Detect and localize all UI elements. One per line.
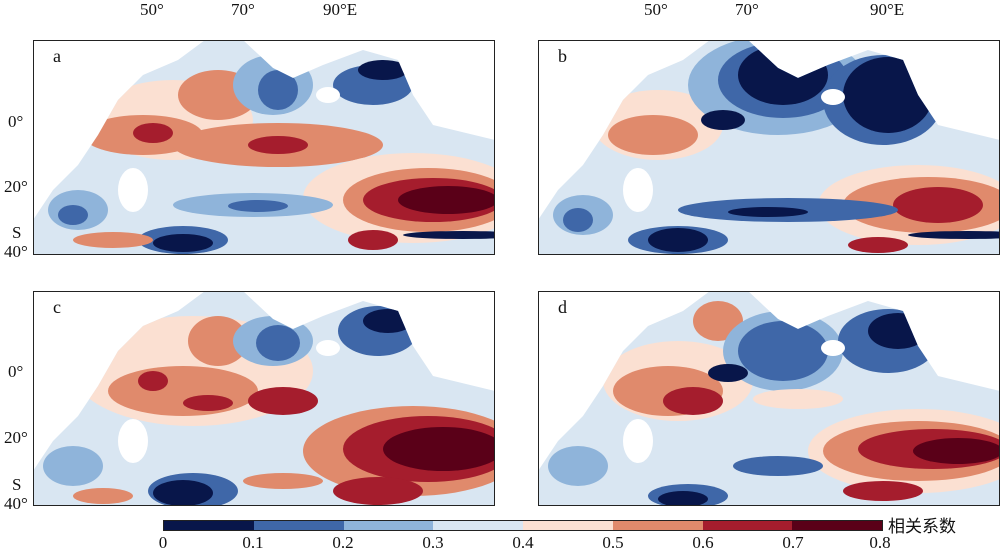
colorbar-tick-6: 0.6 [692,533,714,552]
colorbar-tick-0: 0 [158,533,168,552]
colorbar-tick-5: 0.5 [602,533,624,552]
colorbar-tick-1: 0.1 [242,533,264,552]
lon-label-90-b: 90°E [870,0,905,19]
correlation-map-c [33,291,495,506]
colorbar-tick-7: 0.7 [782,533,804,552]
lat-label-20-bottom: 20° [4,428,28,447]
lat-label-0-top: 0° [8,112,24,131]
panel-label-a: a [53,46,61,66]
colorbar-tick-8: 0.8 [869,533,891,552]
correlation-map-b [538,40,1000,255]
colorbar-bin-3 [433,521,523,530]
lon-label-50-a: 50° [140,0,164,19]
colorbar-bin-1 [253,521,344,530]
map-panel-d: d [538,291,1000,506]
map-panel-b: b [538,40,1000,255]
correlation-map-d [538,291,1000,506]
lat-label-0-bottom: 0° [8,362,24,381]
colorbar-title: 相关系数 [888,517,956,537]
colorbar-bin-2 [343,521,434,530]
lat-label-20-top: 20° [4,177,28,196]
map-panel-c: c [33,291,495,506]
lat-label-s-top: S [12,223,22,242]
colorbar-tick-4: 0.4 [512,533,534,552]
colorbar-tick-3: 0.3 [422,533,444,552]
lon-label-70-b: 70° [735,0,759,19]
lon-label-50-b: 50° [644,0,668,19]
colorbar-tick-2: 0.2 [332,533,354,552]
lat-label-40-bottom: 40° [4,494,28,513]
map-panel-a: a [33,40,495,255]
panel-label-b: b [558,46,567,66]
lon-label-70-a: 70° [231,0,255,19]
colorbar-bin-5 [612,521,703,530]
colorbar-bin-6 [702,521,793,530]
lon-label-90-a: 90°E [323,0,358,19]
correlation-map-a [33,40,495,255]
lat-label-40-top: 40° [4,242,28,261]
colorbar-bin-4 [523,521,613,530]
panel-label-c: c [53,297,61,317]
colorbar [163,520,883,531]
colorbar-bin-7 [792,521,882,530]
lat-label-s-bottom: S [12,475,22,494]
colorbar-bin-0 [164,521,254,530]
panel-label-d: d [558,297,567,317]
